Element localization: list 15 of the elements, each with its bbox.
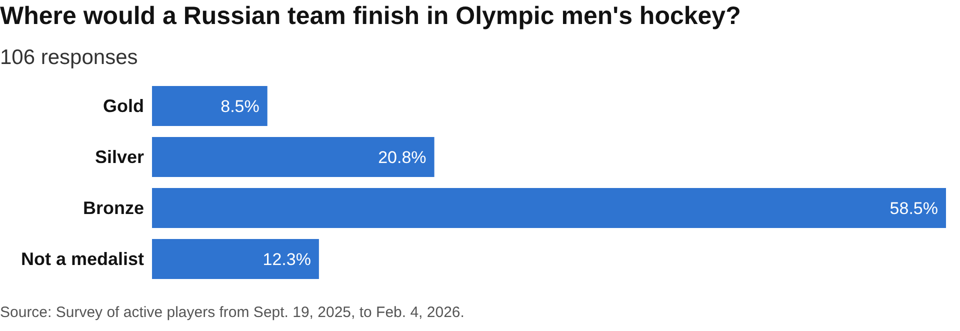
bar [152, 137, 434, 177]
y-tick-label: Bronze [82, 198, 144, 218]
data-label: 20.8% [378, 148, 426, 167]
source-note: Source: Survey of active players from Sept. 19, 2025, to Feb. 4, 2026. [0, 304, 464, 321]
chart-title: Where would a Russian team finish in Olympic men's hockey? [0, 2, 741, 31]
bar [152, 86, 268, 126]
bar [152, 239, 319, 279]
data-label: 12.3% [262, 250, 311, 269]
y-tick-label: Gold [103, 96, 144, 116]
chart-subtitle: 106 responses [0, 46, 138, 70]
data-label: 58.5% [890, 198, 938, 218]
y-tick-label: Silver [94, 146, 144, 167]
bar [152, 188, 946, 228]
y-tick-label: Not a medalist [20, 248, 144, 269]
data-label: 8.5% [220, 96, 260, 116]
